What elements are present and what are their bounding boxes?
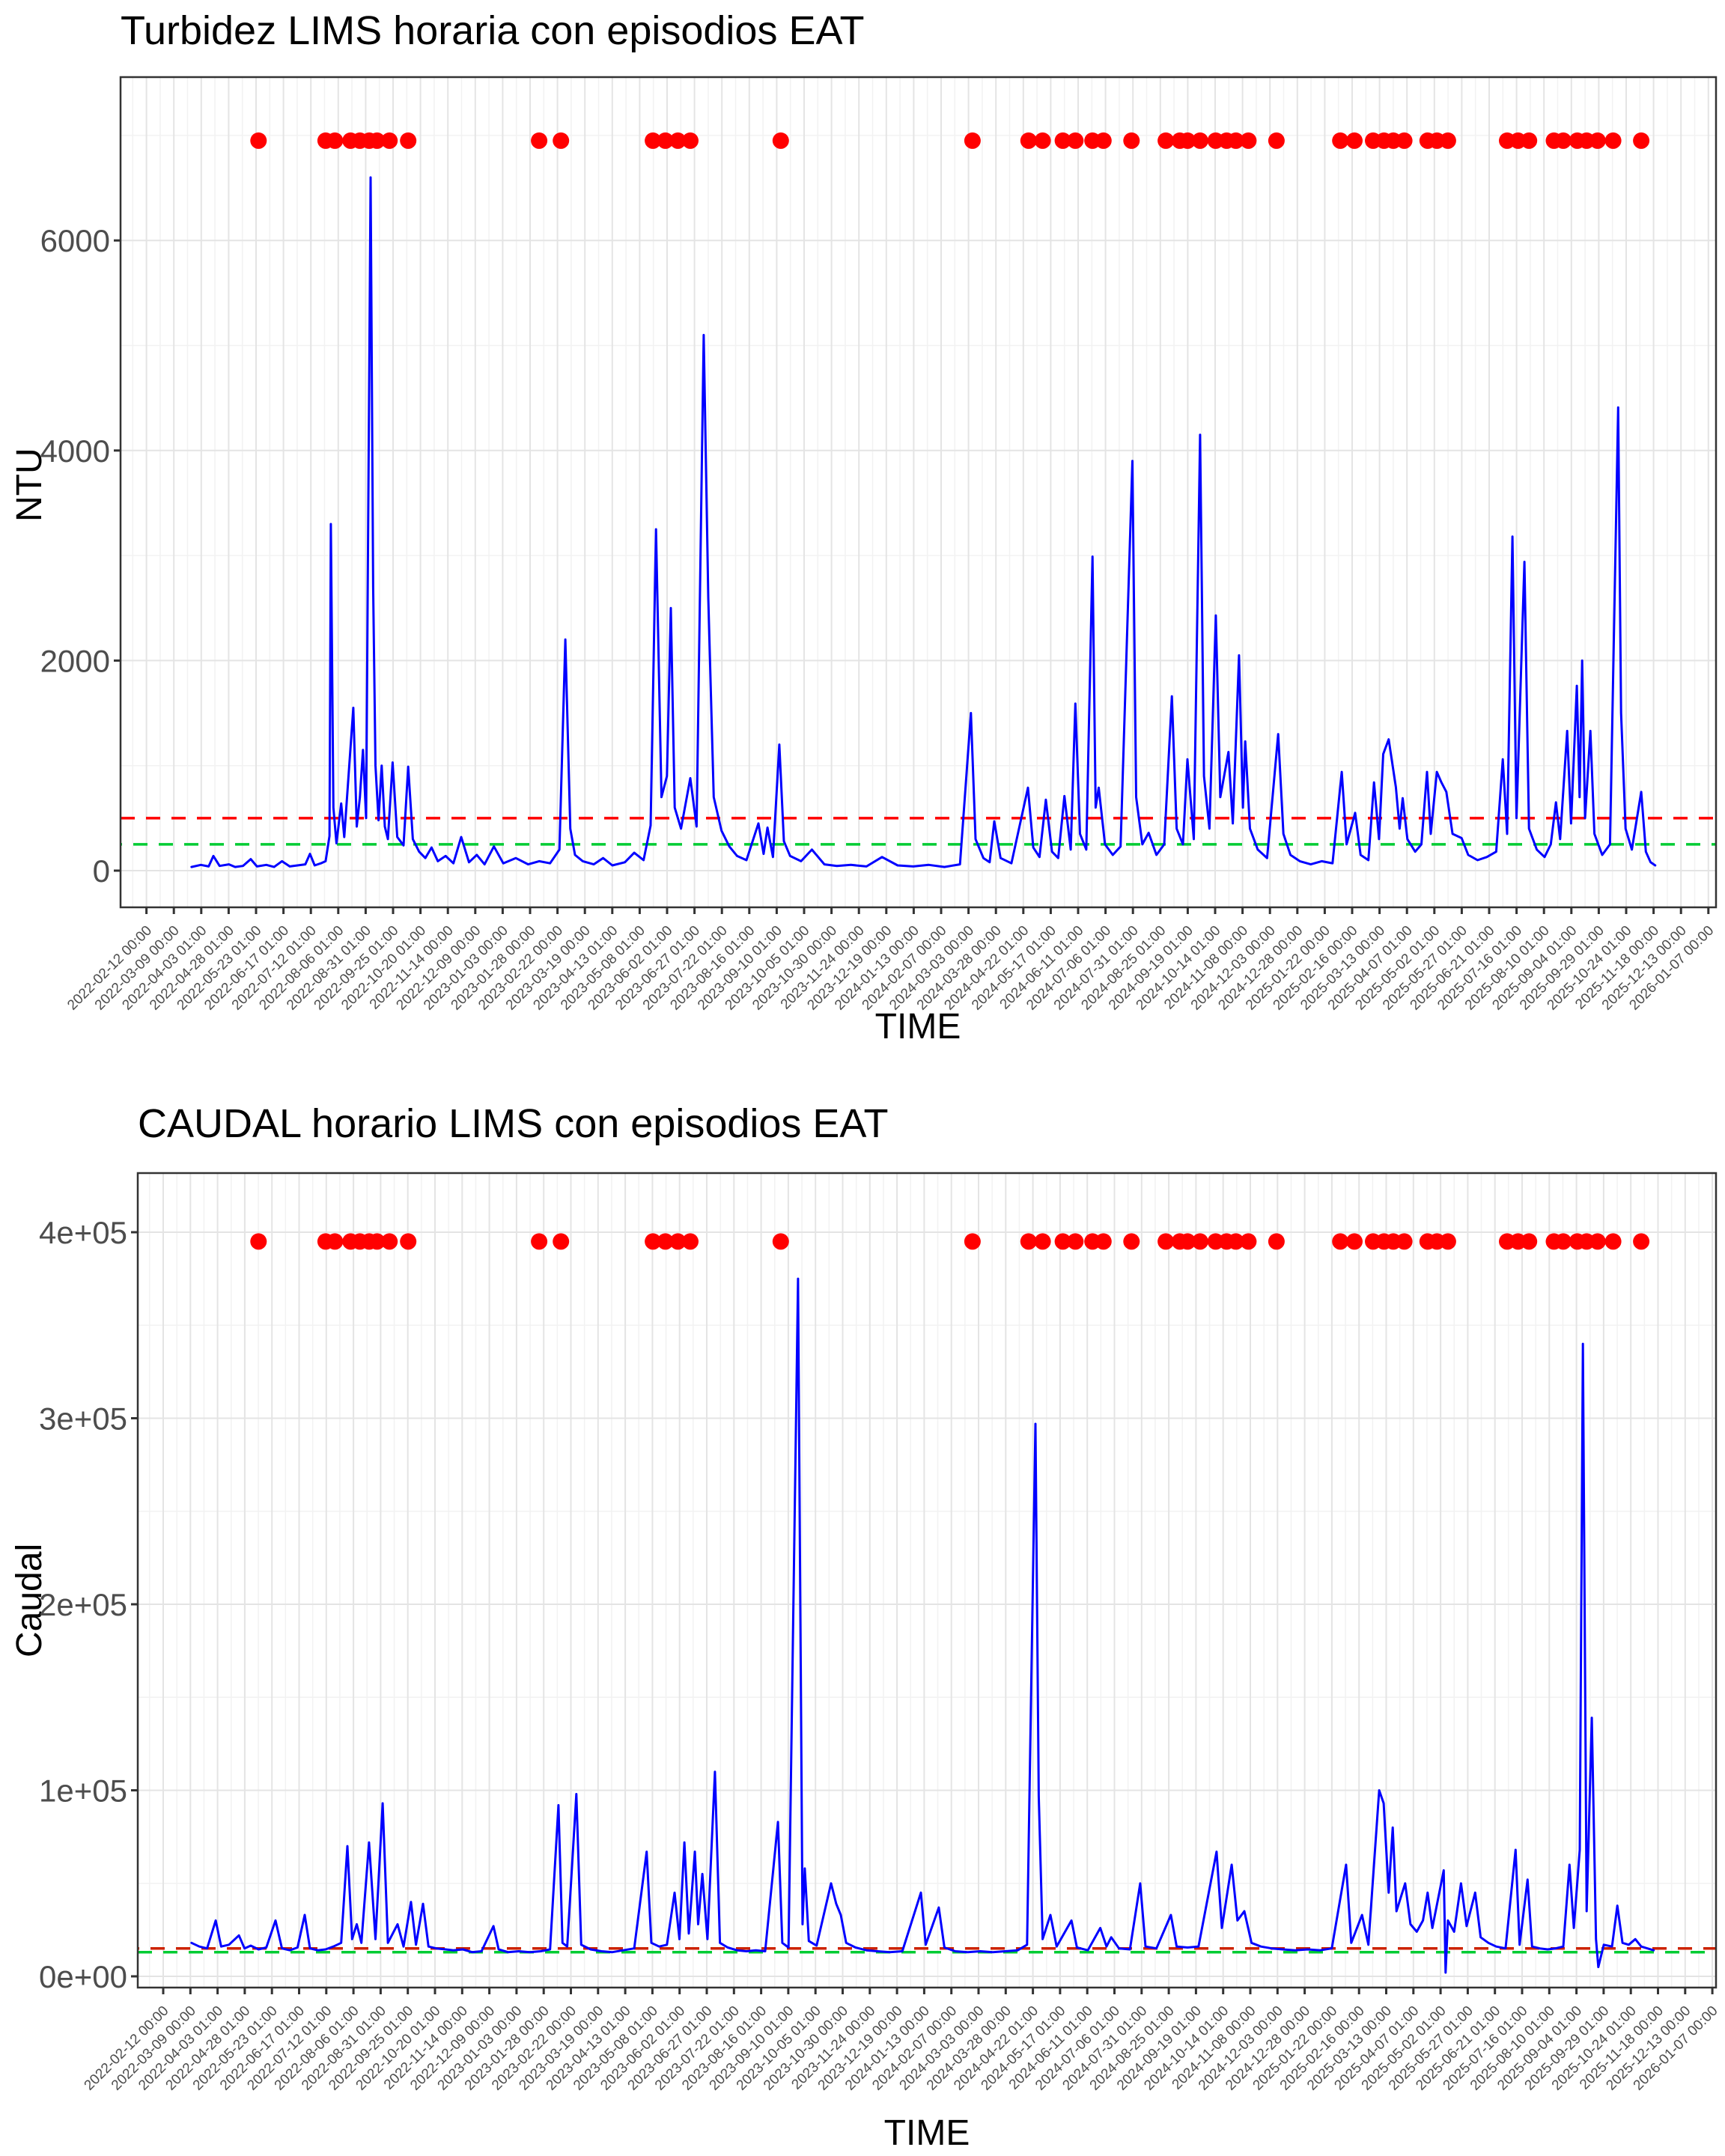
flow-chart-title: CAUDAL horario LIMS con episodios EAT [138,1101,889,1146]
episode-dot [400,1233,417,1250]
episode-dot [1020,1233,1037,1250]
episode-dot [1067,1233,1084,1250]
episode-dot [1227,1233,1244,1250]
episode-dot [531,132,548,149]
episode-dot [964,132,981,149]
y-tick-label: 0e+00 [39,1959,127,1994]
episode-dot [1095,1233,1112,1250]
episode-dot [326,132,344,149]
y-tick-label: 2e+05 [39,1587,127,1622]
y-tick-label: 0 [93,853,110,889]
episode-dot [1157,132,1175,149]
y-tick-label: 4000 [40,433,110,469]
flow-series-line [190,1277,1655,1974]
episode-dot [682,132,699,149]
episode-dot [1191,1233,1208,1250]
episode-dot [669,132,687,149]
episode-dot [1179,1233,1196,1250]
episode-dot [1521,132,1538,149]
episode-dot [1521,1233,1538,1250]
turbidity-series-line [190,176,1657,868]
episode-dot [1268,1233,1285,1250]
episode-dot [1054,1233,1071,1250]
flow-x-axis-title: TIME [883,2113,970,2153]
episode-dot [1332,132,1349,149]
episode-dot [669,1233,687,1250]
episode-dot [772,132,789,149]
episode-dot [1054,132,1071,149]
turbidity-episode-dots [250,132,1650,149]
episode-dot [1067,132,1084,149]
episode-dot [1633,1233,1650,1250]
episode-dot [1020,132,1037,149]
episode-dot [645,132,662,149]
episode-dot [772,1233,789,1250]
episode-dot [1227,132,1244,149]
episode-dot [1589,1233,1606,1250]
episode-dot [553,1233,570,1250]
episode-dot [1157,1233,1175,1250]
episode-dot [381,1233,398,1250]
episode-dot [250,1233,267,1250]
y-tick-label: 3e+05 [39,1401,127,1437]
episode-dot [1604,1233,1622,1250]
episode-dot [1555,132,1572,149]
episode-dot [1439,132,1456,149]
turbidity-chart-title: Turbidez LIMS horaria con episodios EAT [121,8,865,53]
episode-dot [682,1233,699,1250]
y-tick-label: 6000 [40,223,110,258]
episode-dot [381,132,398,149]
episode-dot [964,1233,981,1250]
y-tick-label: 1e+05 [39,1773,127,1809]
episode-dot [1332,1233,1349,1250]
episode-dot [1633,132,1650,149]
episode-dot [1179,132,1196,149]
episode-dot [1396,132,1413,149]
y-tick-label: 2000 [40,643,110,678]
episode-dot [400,132,417,149]
episode-dot [645,1233,662,1250]
episode-dot [1439,1233,1456,1250]
turbidity-x-axis-title: TIME [874,1007,961,1047]
episode-dot [1396,1233,1413,1250]
episode-dot [326,1233,344,1250]
episode-dot [368,132,386,149]
episode-dot [1268,132,1285,149]
episode-dot [1123,132,1140,149]
episode-dot [1123,1233,1140,1250]
episode-dot [1095,132,1112,149]
episode-dot [1240,132,1257,149]
panel-border [119,76,1718,909]
y-tick-label: 4e+05 [39,1215,127,1250]
episode-dot [1604,132,1622,149]
episode-dot [531,1233,548,1250]
episode-dot [657,1233,674,1250]
flow-episode-dots [250,1233,1650,1250]
panel-border [136,1172,1718,1989]
episode-dot [1034,1233,1051,1250]
episode-dot [1240,1233,1257,1250]
episode-dot [1555,1233,1572,1250]
episode-dot [657,132,674,149]
episode-dot [553,132,570,149]
episode-dot [368,1233,386,1250]
episode-dot [1589,132,1606,149]
episode-dot [1034,132,1051,149]
episode-dot [1346,132,1363,149]
episode-dot [250,132,267,149]
episode-dot [1346,1233,1363,1250]
episode-dot [1191,132,1208,149]
